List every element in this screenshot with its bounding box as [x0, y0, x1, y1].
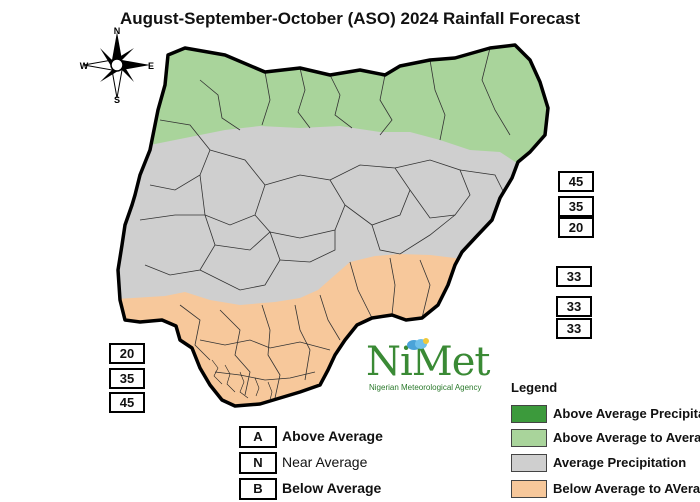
niger-delta-creeks	[211, 359, 273, 401]
key-letter-box: N	[239, 452, 277, 474]
compass-n: N	[114, 26, 121, 36]
compass-e: E	[148, 61, 154, 71]
logo-cloud-icon	[407, 338, 429, 350]
state-boundaries	[139, 47, 511, 399]
prob-box-sw-near: 35	[109, 368, 145, 389]
key-letter-box: A	[239, 426, 277, 448]
logo-subtitle: Nigerian Meteorological Agency	[369, 383, 482, 392]
compass-rose: N S W E	[78, 26, 156, 105]
compass-w: W	[80, 61, 89, 71]
legend-label: Average Precipitation	[553, 455, 687, 470]
prob-box-sw-below: 45	[109, 392, 145, 413]
prob-box-e-near: 33	[556, 296, 592, 317]
above-average-to-average-zone	[118, 45, 548, 165]
prob-box-sw-above: 20	[109, 343, 145, 364]
legend-swatch	[511, 480, 547, 498]
key-label: Near Average	[282, 454, 368, 470]
logo-wordmark: NiMet	[366, 339, 490, 385]
key-label: Above Average	[282, 428, 383, 444]
compass-s: S	[114, 95, 120, 104]
legend-label: Above Average Precipitation	[553, 406, 700, 421]
prob-box-ne-above: 45	[558, 171, 594, 192]
legend-swatch	[511, 429, 547, 447]
nimet-logo: NiMet Nigerian Meteorological Agency	[366, 338, 496, 398]
key-label: Below Average	[282, 480, 382, 496]
legend-swatch	[511, 454, 547, 472]
prob-box-ne-below: 20	[558, 217, 594, 238]
legend-label: Below Average to AVerage	[553, 481, 700, 496]
prob-box-e-above: 33	[556, 266, 592, 287]
legend-label: Above Average to Average	[553, 430, 700, 445]
legend-title: Legend	[511, 380, 558, 395]
prob-box-e-below: 33	[556, 318, 592, 339]
prob-box-ne-near: 35	[558, 196, 594, 217]
key-letter-box: B	[239, 478, 277, 500]
legend-swatch	[511, 405, 547, 423]
map-title: August-September-October (ASO) 2024 Rain…	[119, 9, 581, 28]
